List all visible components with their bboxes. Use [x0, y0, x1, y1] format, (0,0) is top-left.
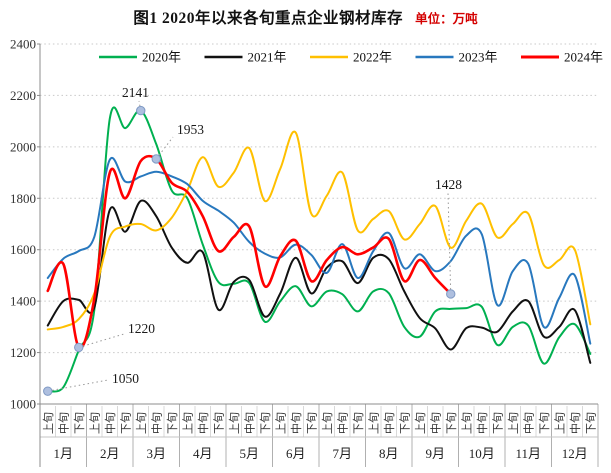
x-tick-label: 下旬: [584, 412, 597, 434]
x-tick-label: 中旬: [522, 412, 535, 434]
title-row: 图1 2020年以来各旬重点企业钢材库存 单位：万吨: [0, 6, 611, 28]
annotation-label-2141: 2141: [122, 85, 149, 100]
x-tick-label: 中旬: [429, 412, 442, 434]
x-tick-label: 中旬: [243, 412, 256, 434]
x-tick-label: 下旬: [538, 412, 551, 434]
month-label: 7月: [332, 446, 352, 461]
month-label: 8月: [379, 446, 399, 461]
x-tick-label: 下旬: [73, 412, 86, 434]
y-tick-label: 1000: [10, 397, 36, 412]
annotation-marker-1953: [151, 154, 161, 164]
legend-label-2022: 2022年: [353, 50, 392, 65]
x-tick-label: 下旬: [305, 412, 318, 434]
x-tick-label: 下旬: [212, 412, 225, 434]
x-tick-label: 上旬: [274, 412, 287, 434]
x-tick-label: 中旬: [383, 412, 396, 434]
x-tick-label: 下旬: [491, 412, 504, 434]
x-tick-label: 上旬: [321, 412, 334, 434]
x-tick-label: 下旬: [352, 412, 365, 434]
y-tick-label: 1800: [10, 191, 36, 206]
series-line-2020: [46, 106, 592, 393]
annotation-marker-2141: [136, 105, 146, 116]
month-label: 10月: [469, 446, 495, 461]
legend-label-2020: 2020年: [142, 50, 181, 65]
y-tick-label: 1400: [10, 294, 36, 309]
month-label: 2月: [100, 446, 120, 461]
legend-label-2021: 2021年: [248, 50, 287, 65]
x-tick-label: 中旬: [197, 412, 210, 434]
annotation-marker-1428: [446, 289, 456, 299]
series-line-2022: [46, 130, 592, 331]
legend-label-2023: 2023年: [459, 50, 498, 65]
annotation-marker-1220: [74, 342, 84, 353]
annotation-label-1220: 1220: [128, 321, 155, 336]
series-line-2021: [46, 199, 592, 364]
x-tick-label: 上旬: [553, 412, 566, 434]
x-tick-label: 下旬: [166, 412, 179, 434]
annotation-leader-1220: [78, 333, 125, 348]
x-tick-label: 下旬: [119, 412, 132, 434]
x-tick-label: 下旬: [259, 412, 272, 434]
annotation-label-1050: 1050: [112, 371, 139, 386]
x-tick-label: 上旬: [88, 412, 101, 434]
x-tick-label: 上旬: [507, 412, 520, 434]
unit-label: 单位：万吨: [415, 12, 478, 26]
x-tick-label: 上旬: [414, 412, 427, 434]
month-label: 3月: [146, 446, 166, 461]
y-tick-label: 2000: [10, 139, 36, 154]
month-label: 4月: [193, 446, 213, 461]
x-tick-label: 中旬: [290, 412, 303, 434]
x-tick-label: 中旬: [150, 412, 163, 434]
month-label: 9月: [425, 446, 445, 461]
y-tick-label: 1600: [10, 242, 36, 257]
annotation-label-1953: 1953: [177, 122, 204, 137]
x-tick-label: 中旬: [569, 412, 582, 434]
x-tick-label: 中旬: [57, 412, 70, 434]
x-tick-label: 上旬: [367, 412, 380, 434]
month-label: 5月: [239, 446, 259, 461]
month-label: 11月: [515, 446, 541, 461]
x-tick-label: 中旬: [336, 412, 349, 434]
x-tick-label: 上旬: [135, 412, 148, 434]
x-tick-label: 中旬: [476, 412, 489, 434]
x-tick-label: 下旬: [398, 412, 411, 434]
series-line-2024: [46, 154, 453, 350]
annotation-leader-1428: [447, 192, 452, 294]
y-tick-label: 2200: [10, 88, 36, 103]
month-label: 6月: [286, 446, 306, 461]
chart-title: 图1 2020年以来各旬重点企业钢材库存: [133, 10, 404, 27]
x-tick-label: 上旬: [181, 412, 194, 434]
annotation-label-1428: 1428: [435, 177, 462, 192]
legend-label-2024: 2024年: [564, 50, 603, 65]
x-tick-label: 上旬: [42, 412, 55, 434]
y-tick-label: 2400: [10, 37, 36, 52]
annotation-marker-1050: [43, 386, 53, 396]
month-label: 12月: [562, 446, 588, 461]
y-tick-label: 1200: [10, 345, 36, 360]
x-tick-label: 中旬: [104, 412, 117, 434]
x-tick-label: 上旬: [460, 412, 473, 434]
annotation-leader-2141: [138, 100, 142, 111]
x-tick-label: 上旬: [228, 412, 241, 434]
annotation-leader-1050: [47, 379, 109, 392]
x-tick-label: 下旬: [445, 412, 458, 434]
month-label: 1月: [53, 446, 73, 461]
